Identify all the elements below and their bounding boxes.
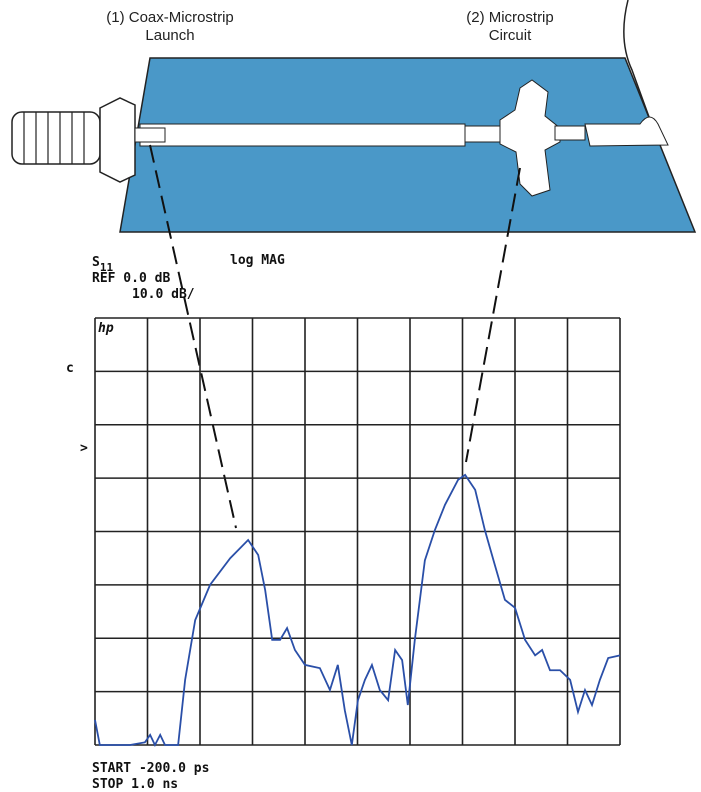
illustration: [12, 0, 695, 528]
annotation: Launch: [145, 27, 194, 44]
marker-c: c: [66, 361, 74, 376]
page: (1) Coax-Microstrip Launch (2) Microstri…: [0, 0, 701, 792]
stop: STOP 1.0 ns: [92, 777, 178, 792]
connector: [12, 112, 100, 164]
ref: REF 0.0 dB: [92, 271, 170, 286]
annotation: Circuit: [489, 27, 532, 44]
annotation: (1) Coax-Microstrip: [106, 9, 234, 26]
ref-marker: >: [80, 441, 88, 456]
scale: 10.0 dB/: [132, 287, 195, 302]
hex-nut: [100, 98, 135, 182]
logo: hp: [98, 321, 114, 336]
start: START -200.0 ps: [92, 761, 209, 776]
pin: [135, 128, 165, 142]
format: log MAG: [230, 253, 285, 268]
param-name: S: [92, 255, 100, 270]
strip: [140, 124, 465, 146]
strip: [555, 126, 585, 140]
annotation: (2) Microstrip: [466, 9, 554, 26]
